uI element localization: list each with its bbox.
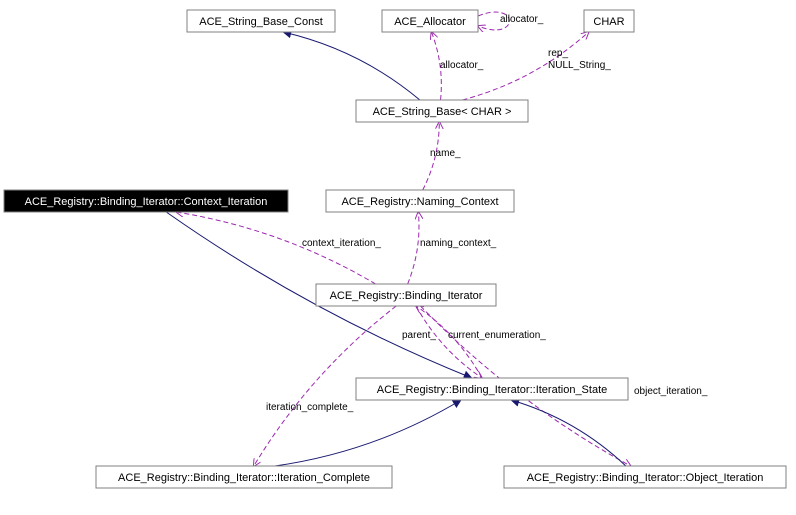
diagram-edge-label: rep_ bbox=[548, 48, 568, 59]
diagram-node-label: ACE_Registry::Binding_Iterator::Context_… bbox=[25, 196, 268, 208]
diagram-edge bbox=[416, 306, 482, 378]
diagram-edge-label: current_enumeration_ bbox=[448, 330, 546, 341]
diagram-node-label: ACE_Registry::Naming_Context bbox=[341, 196, 498, 208]
diagram-node-label: ACE_Registry::Binding_Iterator::Iteratio… bbox=[118, 472, 370, 484]
diagram-node-label: ACE_Registry::Binding_Iterator::Iteratio… bbox=[377, 384, 608, 396]
diagram-node-label: ACE_String_Base_Const bbox=[199, 16, 323, 28]
diagram-edge-label: naming_context_ bbox=[420, 238, 497, 249]
diagram-edge-label: parent_ bbox=[402, 330, 436, 341]
diagram-edge-label: context_iteration_ bbox=[302, 238, 381, 249]
diagram-edge bbox=[511, 400, 626, 466]
diagram-node-label: ACE_Registry::Binding_Iterator::Object_I… bbox=[527, 472, 764, 484]
diagram-node-label: ACE_String_Base< CHAR > bbox=[373, 106, 512, 118]
diagram-edge-label: NULL_String_ bbox=[548, 60, 611, 71]
diagram-edge-label: allocator_ bbox=[500, 14, 544, 25]
diagram-edge bbox=[416, 306, 482, 378]
diagram-node-label: ACE_Allocator bbox=[394, 16, 466, 28]
diagram-edge-label: name_ bbox=[430, 148, 461, 159]
diagram-edge-label: iteration_complete_ bbox=[266, 402, 354, 413]
diagram-edge bbox=[408, 212, 419, 284]
diagram-node-label: CHAR bbox=[593, 16, 624, 28]
diagram-node-label: ACE_Registry::Binding_Iterator bbox=[330, 290, 483, 302]
diagram-edge-label: allocator_ bbox=[440, 60, 484, 71]
diagram-edge-label: object_iteration_ bbox=[634, 386, 708, 397]
diagram-edge bbox=[283, 32, 420, 100]
